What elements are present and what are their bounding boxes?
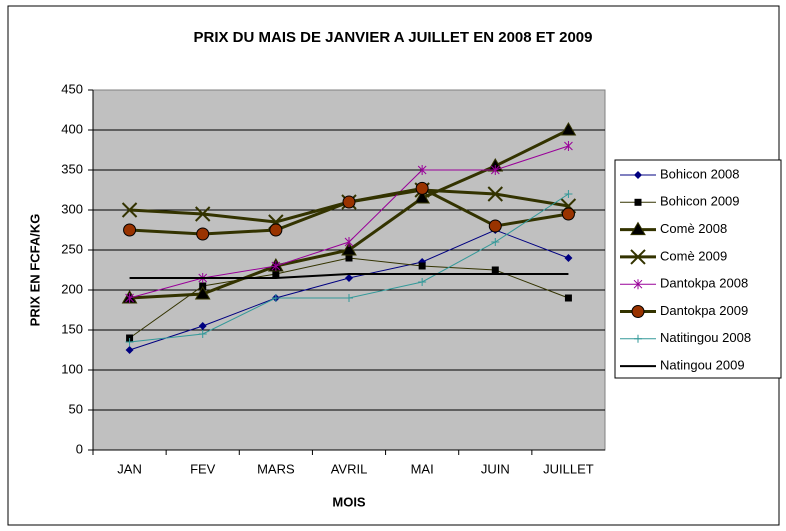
- plot-area: [92, 89, 606, 451]
- y-tick-label: 350: [61, 161, 83, 176]
- data-point: [564, 254, 573, 262]
- data-point: [198, 330, 207, 338]
- data-point: [488, 219, 502, 233]
- legend-label: Comè 2008: [660, 221, 727, 236]
- legend-marker: [630, 249, 646, 265]
- x-tick-label: JUIN: [481, 461, 510, 476]
- data-point: [271, 261, 281, 271]
- data-point: [491, 266, 499, 274]
- legend-marker: [631, 305, 645, 318]
- x-tick-label: MARS: [257, 461, 295, 476]
- legend-marker: [634, 198, 642, 206]
- x-tick-label: JAN: [117, 461, 142, 476]
- data-point: [490, 165, 500, 175]
- data-point: [418, 262, 426, 270]
- data-point: [196, 227, 210, 241]
- data-point: [198, 322, 207, 330]
- x-tick-label: JUILLET: [543, 461, 594, 476]
- legend-label: Comè 2009: [660, 248, 727, 263]
- data-point: [341, 242, 357, 256]
- data-point: [123, 223, 137, 237]
- y-tick-label: 400: [61, 121, 83, 136]
- data-point: [125, 338, 134, 346]
- y-tick-label: 50: [69, 401, 83, 416]
- legend-box: [614, 159, 782, 379]
- data-point: [564, 141, 573, 151]
- y-tick-label: 450: [61, 81, 83, 96]
- data-point: [564, 294, 572, 302]
- x-tick-label: AVRIL: [331, 461, 368, 476]
- data-point: [418, 278, 427, 286]
- data-point: [345, 294, 353, 302]
- data-point: [272, 270, 280, 278]
- data-point: [564, 190, 573, 198]
- data-point: [269, 223, 283, 237]
- data-point: [415, 181, 429, 195]
- y-axis-label: PRIX EN FCFA/KG: [27, 214, 42, 327]
- x-tick-label: MAI: [411, 461, 434, 476]
- data-point: [561, 207, 575, 221]
- data-point: [414, 190, 431, 204]
- legend-label: Natitingou 2008: [660, 330, 751, 345]
- data-point: [195, 206, 211, 222]
- y-tick-label: 250: [61, 241, 83, 256]
- legend-label: Natingou 2009: [660, 358, 745, 373]
- chart-title: PRIX DU MAIS DE JANVIER A JUILLET EN 200…: [193, 29, 592, 46]
- legend-label: Dantokpa 2008: [660, 276, 748, 291]
- y-tick-label: 150: [61, 321, 83, 336]
- data-point: [344, 237, 354, 247]
- data-point: [194, 286, 211, 300]
- data-point: [345, 274, 353, 282]
- legend-label: Dantokpa 2009: [660, 303, 748, 318]
- data-point: [417, 165, 427, 175]
- y-tick-label: 0: [76, 441, 83, 456]
- x-tick-label: FEV: [190, 461, 216, 476]
- legend-marker: [634, 334, 642, 343]
- data-point: [487, 186, 503, 202]
- data-point: [560, 122, 577, 136]
- data-point: [491, 238, 500, 246]
- y-tick-label: 200: [61, 281, 83, 296]
- data-point: [271, 294, 280, 302]
- legend-label: Bohicon 2008: [660, 166, 740, 181]
- x-axis-label: MOIS: [332, 494, 366, 509]
- data-point: [125, 293, 134, 303]
- data-point: [121, 202, 138, 218]
- legend-label: Bohicon 2009: [660, 194, 740, 209]
- data-point: [199, 282, 207, 290]
- data-point: [342, 195, 356, 209]
- data-point: [345, 254, 353, 262]
- y-tick-label: 100: [61, 361, 83, 376]
- y-tick-label: 300: [61, 201, 83, 216]
- data-point: [125, 346, 134, 354]
- legend-marker: [634, 171, 642, 179]
- legend-marker: [630, 221, 646, 236]
- legend-marker: [633, 279, 643, 290]
- series-line: [129, 273, 569, 279]
